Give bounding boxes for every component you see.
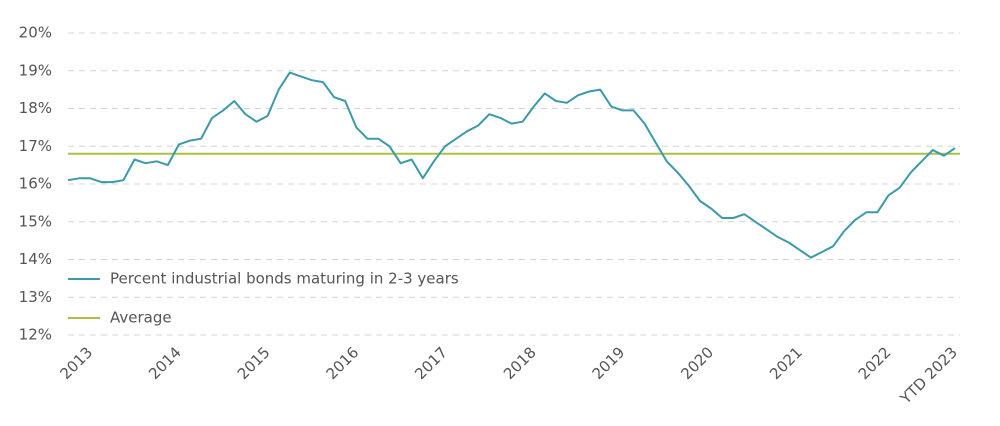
y-tick-label: 20%	[19, 24, 52, 42]
x-tick-label: 2014	[145, 343, 185, 383]
y-tick-label: 19%	[19, 61, 52, 79]
y-tick-label: 14%	[19, 250, 52, 268]
x-tick-label: 2015	[234, 343, 274, 383]
y-tick-label: 16%	[19, 175, 52, 193]
x-tick-label: YTD 2023	[896, 343, 961, 408]
x-tick-label: 2021	[766, 343, 806, 383]
y-tick-label: 18%	[19, 99, 52, 117]
y-tick-label: 17%	[19, 137, 52, 155]
y-tick-label: 13%	[19, 288, 52, 306]
data-line	[67, 71, 956, 259]
y-tick-label: 15%	[19, 212, 52, 230]
x-tick-label: 2017	[411, 343, 451, 383]
x-tick-label: 2022	[855, 343, 895, 383]
y-tick-label: 12%	[19, 326, 52, 344]
x-tick-label: 2020	[677, 343, 717, 383]
x-tick-label: 2016	[323, 343, 363, 383]
x-tick-label: 2013	[56, 343, 96, 383]
x-tick-label: 2019	[589, 343, 629, 383]
legend-label: Average	[110, 309, 172, 327]
legend-label: Percent industrial bonds maturing in 2-3…	[110, 270, 459, 288]
x-tick-label: 2018	[500, 343, 540, 383]
